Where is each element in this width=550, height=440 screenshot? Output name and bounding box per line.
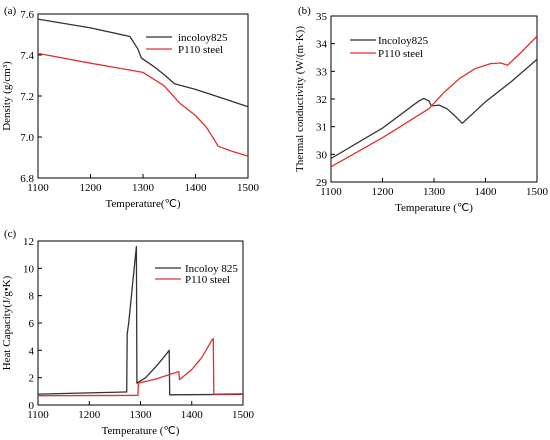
x-tick-label: 1100 [27, 409, 49, 421]
x-tick-label: 1300 [423, 186, 446, 198]
x-tick-label: 1100 [27, 182, 49, 194]
y-axis-label: Heat Capacity(J/g•K) [1, 275, 13, 370]
y-tick-label: 0 [29, 400, 35, 412]
y-tick-label: 31 [316, 122, 327, 134]
x-tick-label: 1500 [526, 186, 549, 198]
legend-label: P110 steel [378, 48, 423, 60]
y-tick-label: 12 [23, 236, 34, 248]
series-line-2 [37, 338, 244, 397]
x-axis-label: Temperature (℃) [102, 425, 180, 437]
x-tick-label: 1400 [181, 409, 204, 421]
y-tick-label: 29 [316, 177, 328, 189]
y-tick-label: 10 [23, 263, 35, 275]
x-tick-label: 1200 [80, 182, 103, 194]
panel-b: (b) 1100 1200 1300 1400 1500 29 30 31 32 33 34 35 Tem… [294, 5, 549, 214]
panel-label: (a) [4, 5, 17, 17]
legend-label: P110 steel [178, 44, 223, 56]
x-tick-label: 1500 [232, 409, 255, 421]
y-tick-label: 7.6 [20, 9, 34, 21]
legend-label: P110 steel [185, 274, 230, 286]
x-tick-label: 1300 [132, 182, 155, 194]
panel-label: (c) [4, 228, 17, 240]
legend-label: incoloy825 [178, 32, 228, 44]
x-tick-label: 1200 [78, 409, 101, 421]
panel-a: (a) 1100 1200 1300 1400 1500 6.8 7.0 7.2 7.4 7.6 Te… [1, 5, 260, 210]
y-tick-label: 2 [29, 373, 35, 385]
y-axis-label: Thermal conductivity (W/(m·K)) [294, 26, 306, 172]
x-axis-label: Temperature (℃) [395, 202, 473, 214]
y-tick-label: 4 [29, 345, 35, 357]
y-tick-label: 35 [316, 11, 328, 23]
series-line-1 [37, 245, 244, 396]
x-tick-label: 1400 [185, 182, 208, 194]
y-tick-label: 7.0 [20, 132, 34, 144]
y-tick-label: 7.4 [20, 50, 34, 62]
y-tick-label: 30 [316, 149, 328, 161]
panel-c: (c) 1100 1200 1300 1400 1500 0 2 4 6 8 10 12 Temperat… [1, 228, 255, 437]
x-tick-label: 1300 [130, 409, 153, 421]
y-tick-label: 32 [316, 94, 327, 106]
x-tick-label: 1100 [320, 186, 342, 198]
x-tick-label: 1500 [237, 182, 260, 194]
y-tick-label: 33 [316, 66, 328, 78]
legend-label: Incoloy825 [378, 35, 429, 47]
legend-label: Incoloy 825 [185, 263, 238, 275]
x-tick-label: 1400 [475, 186, 498, 198]
y-tick-label: 7.2 [20, 91, 34, 103]
y-tick-label: 6.8 [20, 173, 34, 185]
y-tick-label: 6 [29, 318, 35, 330]
x-tick-label: 1200 [372, 186, 395, 198]
y-tick-label: 8 [29, 291, 35, 303]
x-axis-label: Temperature(℃) [105, 198, 180, 210]
series-line-2 [330, 35, 538, 168]
y-tick-label: 34 [316, 39, 328, 51]
series-line-1 [330, 58, 538, 160]
series-line-1 [37, 18, 249, 108]
series-line-2 [37, 52, 249, 157]
panel-label: (b) [298, 5, 311, 17]
plot-frame [330, 15, 538, 183]
y-axis-label: Density (g/cm³) [1, 61, 13, 131]
